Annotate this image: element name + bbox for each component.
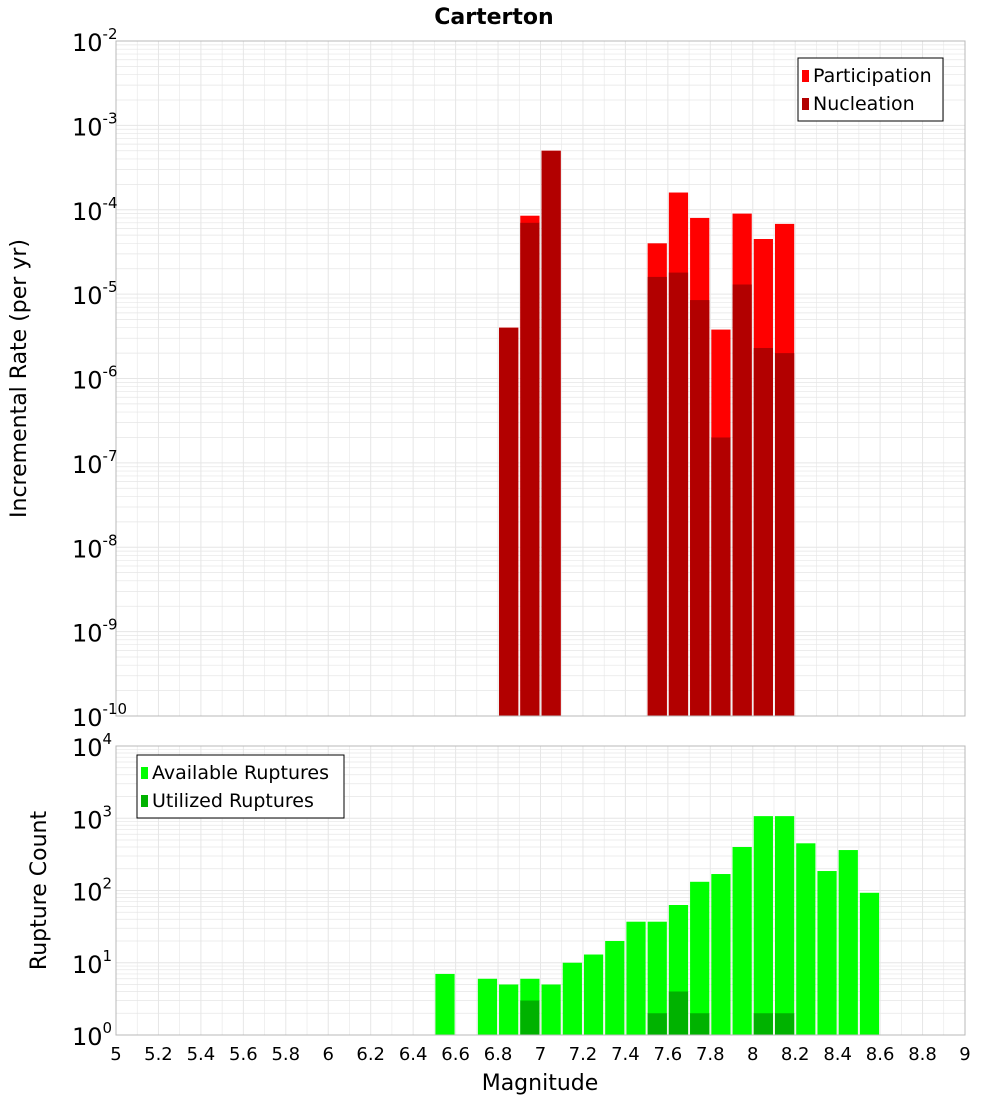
- bar: [605, 941, 625, 1035]
- bar: [562, 962, 582, 1035]
- y-tick-label: 104: [72, 730, 112, 762]
- plot-border: [115, 745, 966, 1036]
- legend-label: Participation: [813, 65, 932, 87]
- legend-label: Utilized Ruptures: [152, 790, 314, 812]
- x-tick-label: 9: [959, 1044, 970, 1065]
- y-tick-label: 10-10: [72, 700, 127, 732]
- bar: [753, 816, 773, 1035]
- legend-label: Available Ruptures: [152, 762, 329, 784]
- x-axis: 5 5.2 5.4 5.6 5.8 6 6.2 6.4 6.6 6.8 7 7.2 7.4 7.6 7.8 8…: [110, 1044, 970, 1065]
- bar: [520, 222, 540, 716]
- bottom-panel: 104 103 102 101 100 Rupture Count Available Ru…: [27, 730, 966, 1051]
- x-tick-label: 6.4: [399, 1044, 428, 1065]
- series-nucleation: [499, 150, 795, 716]
- y-axis-label: Incremental Rate (per yr): [7, 239, 32, 518]
- x-tick-label: 6.6: [441, 1044, 470, 1065]
- bar: [541, 150, 561, 716]
- bar: [626, 921, 646, 1035]
- x-tick-label: 7.6: [654, 1044, 683, 1065]
- x-tick-label: 6: [323, 1044, 334, 1065]
- y-tick-label: 10-8: [72, 531, 118, 563]
- legend-swatch: [802, 70, 809, 82]
- bar: [541, 984, 561, 1035]
- bar: [583, 954, 604, 1035]
- y-tick-label: 10-3: [72, 109, 118, 141]
- x-tick-label: 5.6: [229, 1044, 258, 1065]
- plot-border: [115, 40, 966, 717]
- x-tick-label: 6.2: [356, 1044, 385, 1065]
- legend-box: [136, 754, 345, 819]
- bar: [499, 327, 519, 716]
- x-tick-label: 8.8: [908, 1044, 937, 1065]
- bar: [753, 347, 773, 716]
- bar: [647, 1013, 667, 1035]
- y-tick-label: 10-9: [72, 616, 118, 648]
- x-tick-label: 7.4: [611, 1044, 640, 1065]
- x-tick-label: 5.2: [144, 1044, 173, 1065]
- bar: [647, 921, 667, 1035]
- bar: [817, 871, 837, 1035]
- series-utilized-ruptures: [520, 991, 795, 1035]
- x-tick-label: 8.6: [866, 1044, 895, 1065]
- bar: [796, 843, 816, 1035]
- x-tick-label: 8.4: [823, 1044, 852, 1065]
- bar: [668, 991, 689, 1035]
- bar: [520, 1000, 540, 1035]
- y-tick-label: 10-7: [72, 447, 118, 479]
- y-tick-label: 101: [72, 947, 112, 979]
- legend-box: [797, 57, 944, 122]
- x-tick-label: 5: [110, 1044, 121, 1065]
- x-tick-label: 8: [747, 1044, 758, 1065]
- x-axis-label: Magnitude: [482, 1071, 599, 1096]
- x-tick-label: 8.2: [781, 1044, 810, 1065]
- grid-lines: [115, 41, 966, 717]
- series-available-ruptures: [435, 816, 880, 1035]
- bar: [690, 881, 710, 1035]
- y-tick-label: 100: [72, 1019, 112, 1051]
- y-tick-label: 10-2: [72, 25, 118, 57]
- top-panel: 10-2 10-3 10-4 10-5 10-6 10-7 10-8 10-9 10-10 Inc…: [7, 25, 966, 732]
- chart-title: Carterton: [434, 5, 553, 30]
- bar: [859, 892, 880, 1035]
- bar: [711, 437, 731, 716]
- legend: Available Ruptures Utilized Ruptures: [136, 754, 345, 819]
- bar: [690, 1013, 710, 1035]
- x-tick-label: 6.8: [484, 1044, 513, 1065]
- x-tick-label: 5.4: [187, 1044, 216, 1065]
- y-axis-ticks: 104 103 102 101 100: [72, 730, 112, 1051]
- legend-swatch: [802, 98, 809, 110]
- bar: [838, 850, 858, 1035]
- legend-swatch: [141, 767, 148, 779]
- x-tick-label: 7: [535, 1044, 546, 1065]
- bar: [732, 847, 752, 1035]
- y-axis-label: Rupture Count: [27, 811, 52, 971]
- bar: [711, 874, 731, 1035]
- x-tick-label: 7.8: [696, 1044, 725, 1065]
- bar: [499, 984, 519, 1035]
- y-axis-ticks: 10-2 10-3 10-4 10-5 10-6 10-7 10-8 10-9 10-10: [72, 25, 127, 732]
- y-tick-label: 10-5: [72, 278, 118, 310]
- bar: [435, 973, 455, 1035]
- y-tick-label: 103: [72, 802, 112, 834]
- y-tick-label: 102: [72, 875, 112, 907]
- bar: [732, 284, 752, 716]
- bar: [774, 816, 795, 1035]
- bar: [690, 300, 710, 716]
- y-tick-label: 10-6: [72, 363, 118, 395]
- legend-label: Nucleation: [813, 93, 915, 115]
- legend-swatch: [141, 795, 148, 807]
- x-tick-label: 5.8: [271, 1044, 300, 1065]
- bar: [774, 1013, 795, 1035]
- bar: [668, 272, 689, 716]
- bar: [753, 1013, 773, 1035]
- legend: Participation Nucleation: [797, 57, 944, 122]
- y-tick-label: 10-4: [72, 194, 118, 226]
- x-tick-label: 7.2: [569, 1044, 598, 1065]
- bar: [477, 978, 498, 1035]
- bar: [647, 276, 667, 716]
- bar: [774, 353, 795, 716]
